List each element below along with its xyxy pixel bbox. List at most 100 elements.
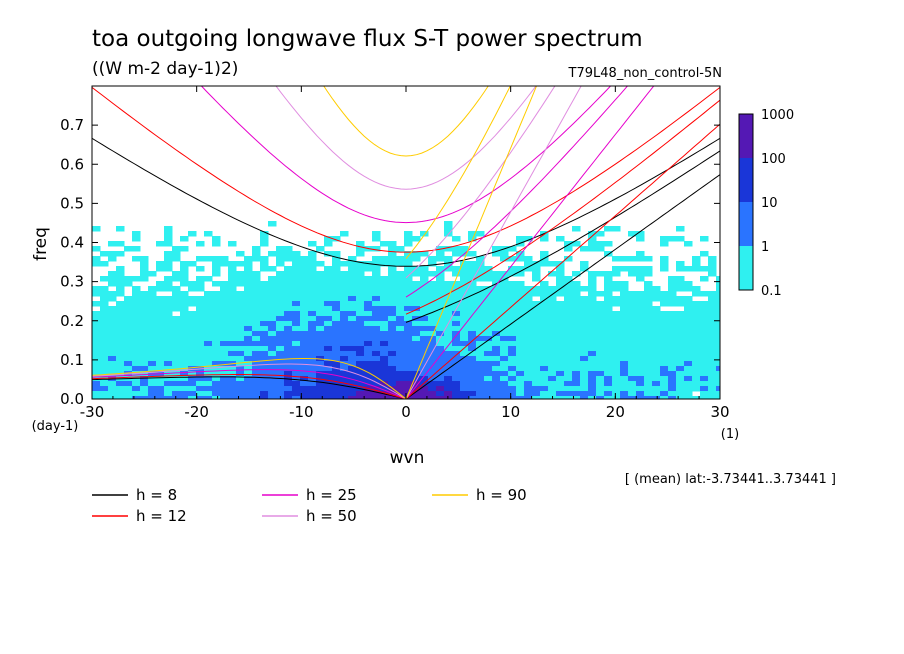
power-cell <box>532 356 541 362</box>
power-cell <box>284 246 293 252</box>
power-cell <box>676 311 685 317</box>
power-cell <box>140 336 149 342</box>
power-cell <box>556 266 565 272</box>
power-cell <box>564 341 573 347</box>
y-tick-label: 0.2 <box>60 312 84 330</box>
power-cell <box>396 296 405 302</box>
power-cell <box>500 336 509 342</box>
power-cell <box>268 296 277 302</box>
power-cell <box>164 266 173 272</box>
power-cell <box>228 356 237 362</box>
power-cell <box>212 361 221 367</box>
power-cell <box>620 371 629 377</box>
power-cell <box>188 331 197 337</box>
power-cell <box>316 396 325 399</box>
power-cell <box>228 316 237 322</box>
power-cell <box>492 371 501 377</box>
power-cell <box>700 371 709 377</box>
power-cell <box>636 371 645 377</box>
power-cell <box>644 316 653 322</box>
power-cell <box>340 336 349 342</box>
power-cell <box>588 281 597 287</box>
power-cell <box>548 356 557 362</box>
power-cell <box>572 396 581 399</box>
power-cell <box>516 281 525 287</box>
power-cell <box>300 301 309 307</box>
power-cell <box>156 391 165 397</box>
power-cell <box>548 296 557 302</box>
power-cell <box>140 256 149 262</box>
power-cell <box>380 341 389 347</box>
power-cell <box>108 296 117 302</box>
power-cell <box>276 301 285 307</box>
power-cell <box>596 346 605 352</box>
power-cell <box>100 311 109 317</box>
power-cell <box>124 386 133 392</box>
power-cell <box>108 311 117 317</box>
power-cell <box>636 356 645 362</box>
dispersion-curves <box>92 86 720 399</box>
dispersion-curve <box>405 99 720 315</box>
power-cell <box>188 366 197 372</box>
power-cell <box>444 311 453 317</box>
power-cell <box>404 301 413 307</box>
power-cell <box>660 396 669 399</box>
power-cell <box>252 341 261 347</box>
power-cell <box>196 356 205 362</box>
power-cell <box>580 351 589 357</box>
power-cell <box>356 336 365 342</box>
power-cell <box>196 376 205 382</box>
power-cell <box>564 316 573 322</box>
power-cell <box>564 346 573 352</box>
power-cell <box>516 381 525 387</box>
power-cell <box>212 336 221 342</box>
power-cell <box>100 346 109 352</box>
power-cell <box>564 281 573 287</box>
dispersion-curve <box>200 86 612 224</box>
power-cell <box>460 361 469 367</box>
power-cell <box>412 286 421 292</box>
power-cell <box>468 351 477 357</box>
power-cell <box>468 346 477 352</box>
power-cell <box>692 286 701 292</box>
power-cell <box>324 291 333 297</box>
power-cell <box>236 351 245 357</box>
power-cell <box>396 286 405 292</box>
power-cell <box>684 356 693 362</box>
power-cell <box>332 306 341 312</box>
power-cell <box>404 256 413 262</box>
power-cell <box>228 281 237 287</box>
power-cell <box>612 331 621 337</box>
power-cell <box>596 246 605 252</box>
power-cell <box>332 236 341 242</box>
power-cell <box>492 336 501 342</box>
power-cell <box>628 361 637 367</box>
power-cell <box>700 266 709 272</box>
power-cell <box>644 386 653 392</box>
power-cell <box>276 341 285 347</box>
power-cell <box>164 316 173 322</box>
power-cell <box>468 231 477 237</box>
power-cell <box>324 241 333 247</box>
power-cell <box>492 291 501 297</box>
power-cell <box>588 236 597 242</box>
power-cell <box>180 261 189 267</box>
power-cell <box>476 351 485 357</box>
power-cell <box>284 271 293 277</box>
power-cell <box>348 271 357 277</box>
power-cell <box>404 281 413 287</box>
power-cell <box>292 381 301 387</box>
power-cell <box>524 286 533 292</box>
power-cell <box>676 396 685 399</box>
power-cell <box>236 321 245 327</box>
power-cell <box>348 326 357 332</box>
power-cell <box>132 341 141 347</box>
power-cell <box>708 361 717 367</box>
power-cell <box>428 306 437 312</box>
power-cell <box>684 396 693 399</box>
power-cell <box>444 336 453 342</box>
power-cell <box>612 346 621 352</box>
power-cell <box>196 256 205 262</box>
power-cell <box>276 331 285 337</box>
y-tick-label: 0.6 <box>60 155 84 173</box>
